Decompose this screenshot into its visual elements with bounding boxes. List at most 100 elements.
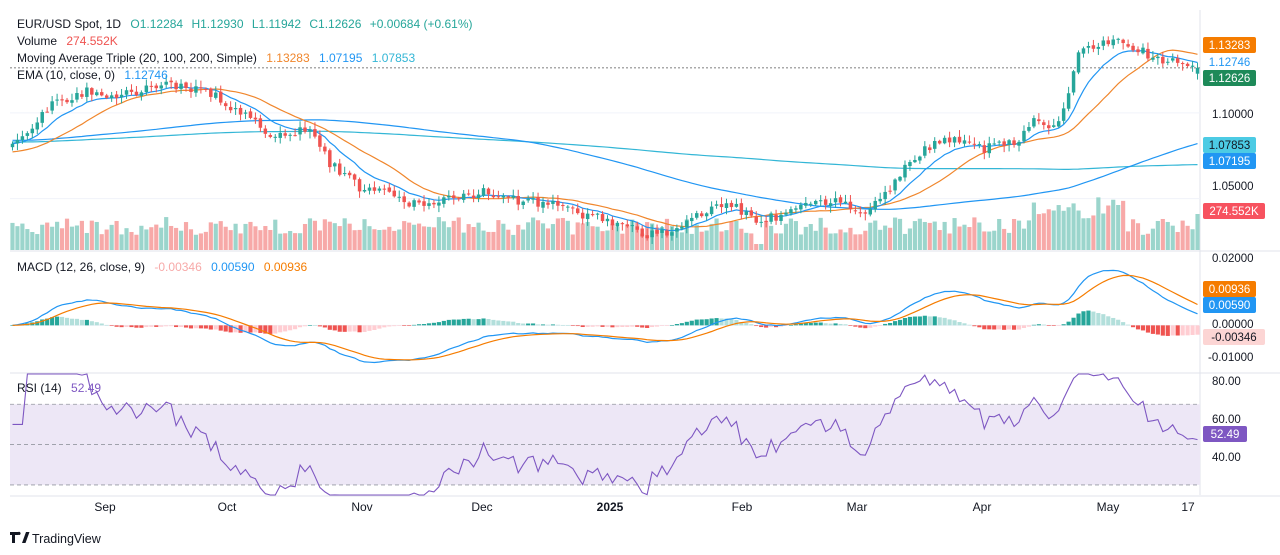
candle-body <box>809 203 813 205</box>
macd-histogram-bar <box>550 324 556 326</box>
candle-body <box>298 127 302 135</box>
price-tag-ma200: 1.07853 <box>1203 137 1256 153</box>
candle-body <box>124 90 129 95</box>
volume-bar <box>174 227 179 250</box>
macd-histogram-bar <box>1061 324 1066 326</box>
macd-histogram-bar <box>803 323 808 326</box>
candle <box>1106 36 1111 47</box>
macd-histogram-bar <box>580 325 585 328</box>
volume-bar <box>1180 220 1185 250</box>
candle <box>575 203 580 215</box>
candle-body <box>65 99 69 103</box>
candle <box>298 121 302 141</box>
rsi-tag: 52.49 <box>1203 426 1247 442</box>
macd-histogram-bar <box>853 325 858 327</box>
candle <box>942 135 947 145</box>
macd-histogram-bar <box>575 325 580 327</box>
candle-body <box>273 136 278 138</box>
candle-body <box>506 196 511 198</box>
volume-bar <box>684 219 689 250</box>
macd-histogram-bar <box>431 322 437 326</box>
candle-body <box>1141 47 1145 54</box>
candle-body <box>308 129 312 132</box>
candle <box>580 208 585 225</box>
volume-bar <box>585 221 590 250</box>
volume-bar <box>154 224 159 250</box>
volume-bar <box>506 229 511 250</box>
candle-body <box>595 213 600 215</box>
candle <box>977 141 982 149</box>
macd-histogram-bar <box>798 323 803 326</box>
candle <box>764 215 768 228</box>
svg-text:Volume 274.552K: Volume 274.552K <box>17 34 118 48</box>
volume-bar <box>605 230 610 250</box>
candle-body <box>104 95 109 98</box>
candle <box>417 198 421 205</box>
candle <box>1032 115 1036 129</box>
candle <box>650 224 654 244</box>
candle <box>1121 38 1125 50</box>
volume-bar <box>813 230 818 250</box>
macd-histogram-bar <box>496 320 501 326</box>
candle-body <box>848 201 853 210</box>
candle-body <box>1161 56 1165 64</box>
macd-histogram-bar <box>833 323 838 326</box>
volume-bar <box>436 217 441 250</box>
volume-bar <box>1021 228 1027 250</box>
candle <box>571 205 575 215</box>
macd-legend: MACD (12, 26, close, 9) -0.00346 0.00590… <box>17 260 308 274</box>
volume-bar <box>208 222 213 250</box>
volume-bar <box>679 232 684 250</box>
ma100-line <box>12 119 1198 210</box>
candle-body <box>1056 121 1061 127</box>
candle-body <box>764 220 768 222</box>
candle <box>888 185 892 195</box>
candle-body <box>997 141 1001 143</box>
rsi-tag-text: 52.49 <box>1211 429 1240 441</box>
volume-bar <box>99 234 104 250</box>
candle-body <box>650 230 654 238</box>
candle-body <box>873 200 877 210</box>
volume-bar <box>466 224 471 250</box>
volume-bar <box>1046 209 1051 250</box>
candle-body <box>1012 140 1016 146</box>
candle-body <box>149 85 154 87</box>
candle <box>625 219 630 228</box>
volume-bar <box>451 220 456 250</box>
macd-histogram-bar <box>288 325 293 331</box>
volume-bar <box>347 223 352 250</box>
candle <box>114 91 119 105</box>
candle <box>20 130 25 144</box>
volume-bar <box>848 227 853 250</box>
candle <box>893 178 897 195</box>
macd-histogram-bar <box>1021 325 1027 329</box>
macd-histogram-bar <box>600 325 605 327</box>
candle <box>273 134 278 143</box>
candle <box>1061 102 1066 124</box>
volume-bar <box>902 233 908 250</box>
candle-body <box>789 209 793 214</box>
candle-body <box>253 117 258 120</box>
candle <box>10 141 15 151</box>
candle-body <box>1121 39 1125 44</box>
candle <box>923 141 927 159</box>
macd-histogram-bar <box>258 325 263 333</box>
tradingview-logo[interactable]: TradingView <box>10 531 102 546</box>
candle-body <box>635 226 639 230</box>
candle <box>546 199 550 209</box>
candle-body <box>947 137 952 143</box>
macd-histogram-bar <box>818 322 823 326</box>
macd-histogram-bar <box>1145 325 1151 333</box>
candle-body <box>342 173 347 175</box>
volume-bar <box>50 226 55 250</box>
macd-axis-label: -0.01000 <box>1208 352 1253 364</box>
volume-bar <box>243 223 248 250</box>
macd-histogram-bar <box>620 325 625 327</box>
candle <box>754 211 758 225</box>
volume-bar <box>1101 213 1106 250</box>
candle <box>427 198 431 210</box>
candle <box>352 173 357 187</box>
candle-body <box>491 195 496 198</box>
macd-histogram-bar <box>59 316 65 326</box>
